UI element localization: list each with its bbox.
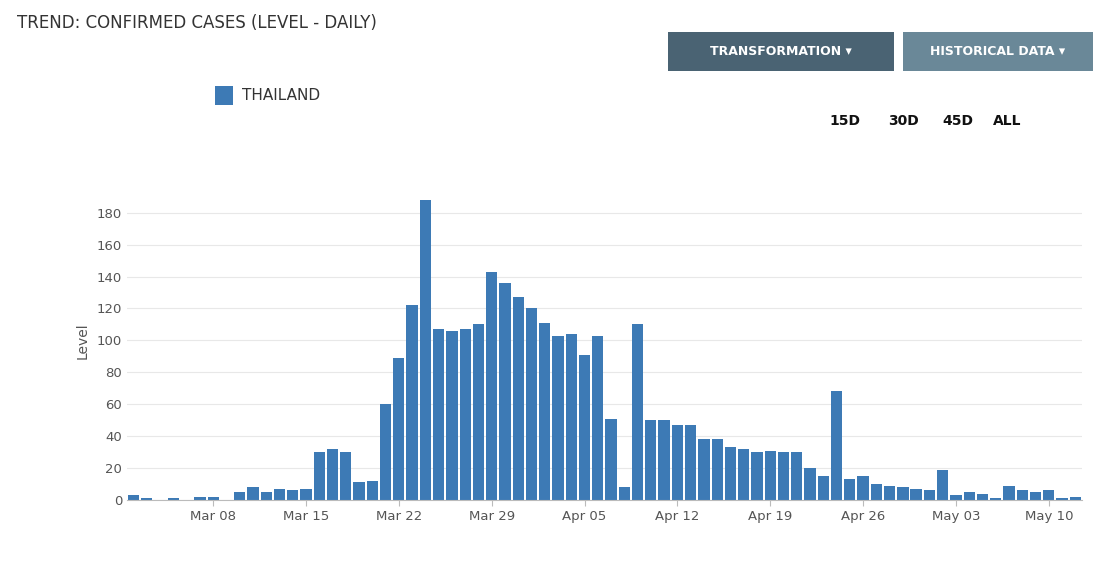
Bar (380, 405, 391, 500)
Bar (818, 476, 829, 500)
Bar (208, 497, 219, 500)
Bar (990, 498, 1001, 500)
Bar (247, 487, 258, 500)
Bar (287, 490, 298, 500)
Bar (911, 489, 922, 500)
Bar (951, 496, 962, 500)
Bar (499, 283, 511, 500)
Bar (605, 419, 617, 500)
Bar (128, 496, 139, 500)
Bar (1057, 498, 1068, 500)
Bar (645, 420, 657, 500)
Bar (1030, 492, 1041, 500)
Bar (792, 452, 803, 500)
Bar (739, 449, 750, 500)
Y-axis label: Level: Level (76, 322, 89, 359)
Bar (684, 425, 697, 500)
Text: THAILAND: THAILAND (242, 88, 320, 103)
Bar (712, 440, 723, 500)
Text: 15D: 15D (829, 115, 860, 128)
Text: 30D: 30D (888, 115, 919, 128)
Text: TREND: CONFIRMED CASES (LEVEL - DAILY): TREND: CONFIRMED CASES (LEVEL - DAILY) (17, 14, 376, 32)
Bar (725, 447, 736, 500)
Bar (658, 420, 670, 500)
Text: 45D: 45D (943, 115, 974, 128)
Bar (406, 305, 417, 500)
Text: TRANSFORMATION ▾: TRANSFORMATION ▾ (710, 45, 852, 58)
Bar (512, 297, 524, 500)
Bar (1004, 486, 1015, 500)
Bar (327, 449, 338, 500)
Bar (671, 425, 683, 500)
Bar (924, 490, 935, 500)
Bar (884, 486, 895, 500)
Bar (977, 494, 988, 500)
Bar (141, 498, 152, 500)
Bar (274, 489, 285, 500)
Bar (353, 483, 364, 500)
Bar (367, 481, 378, 500)
Bar (831, 392, 842, 500)
Bar (1017, 490, 1028, 500)
Bar (618, 487, 630, 500)
Bar (592, 336, 604, 500)
Bar (778, 452, 789, 500)
Bar (314, 452, 325, 500)
Bar (1043, 490, 1054, 500)
Bar (964, 492, 975, 500)
Bar (433, 329, 444, 500)
Bar (565, 334, 577, 500)
Bar (420, 200, 431, 500)
Bar (1070, 497, 1081, 500)
Text: HISTORICAL DATA ▾: HISTORICAL DATA ▾ (931, 45, 1065, 58)
Bar (698, 440, 710, 500)
Bar (194, 497, 205, 500)
Bar (300, 489, 311, 500)
Bar (539, 323, 551, 500)
Bar (631, 324, 644, 500)
Bar (486, 272, 497, 500)
Bar (871, 484, 882, 500)
Bar (552, 336, 564, 500)
Bar (473, 324, 484, 500)
Bar (446, 331, 457, 500)
Bar (765, 450, 776, 500)
Bar (845, 479, 856, 500)
Bar (340, 452, 351, 500)
Bar (898, 487, 909, 500)
Bar (168, 498, 179, 500)
Bar (858, 476, 869, 500)
Bar (234, 492, 245, 500)
Bar (805, 468, 816, 500)
Bar (752, 452, 763, 500)
Bar (261, 492, 272, 500)
Bar (459, 329, 470, 500)
Bar (578, 355, 591, 500)
Text: ALL: ALL (992, 115, 1021, 128)
Bar (393, 358, 404, 500)
Bar (937, 470, 948, 500)
Bar (526, 308, 538, 500)
